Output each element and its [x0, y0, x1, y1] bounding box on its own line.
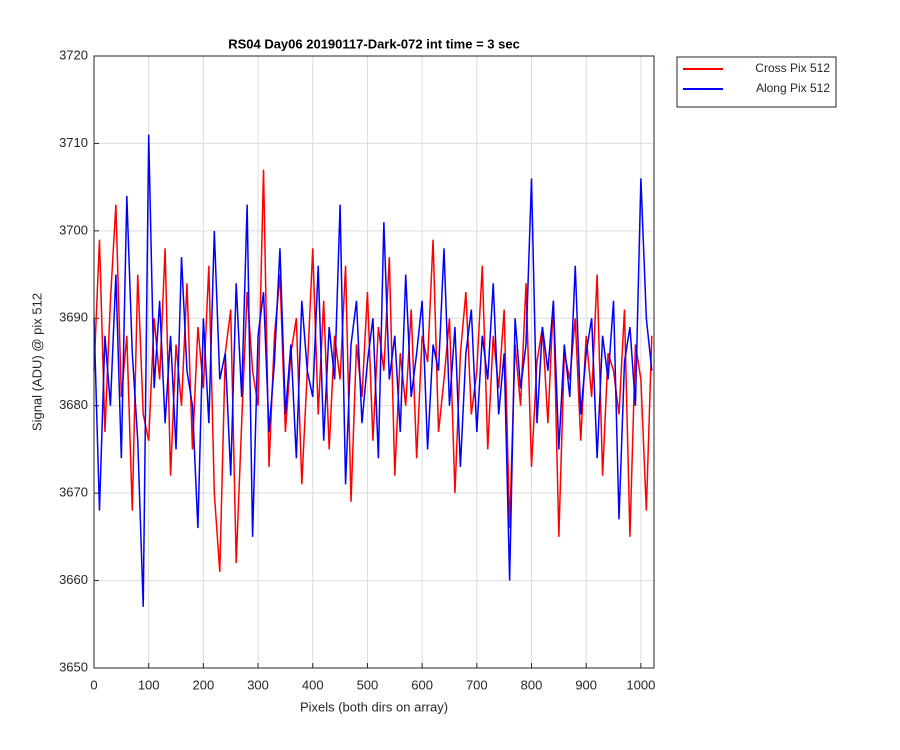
- y-tick-label: 3710: [59, 135, 88, 150]
- y-tick-label: 3700: [59, 222, 88, 237]
- y-tick-label: 3690: [59, 310, 88, 325]
- series-line: [93, 169, 653, 572]
- x-tick-label: 400: [302, 677, 324, 692]
- x-tick-label: 900: [575, 677, 597, 692]
- x-axis-label: Pixels (both dirs on array): [300, 699, 448, 714]
- x-tick-label: 100: [138, 677, 160, 692]
- legend-label: Along Pix 512: [756, 81, 830, 95]
- x-tick-label: 300: [247, 677, 269, 692]
- y-tick-label: 3670: [59, 485, 88, 500]
- y-axis-label: Signal (ADU) @ pix 512: [29, 293, 44, 431]
- chart-title: RS04 Day06 20190117-Dark-072 int time = …: [228, 36, 520, 51]
- x-tick-label: 600: [411, 677, 433, 692]
- y-tick-label: 3650: [59, 659, 88, 674]
- x-tick-label: 200: [193, 677, 215, 692]
- x-tick-label: 1000: [626, 677, 655, 692]
- x-tick-label: 500: [357, 677, 379, 692]
- y-tick-label: 3680: [59, 397, 88, 412]
- y-tick-label: 3660: [59, 572, 88, 587]
- x-tick-label: 800: [521, 677, 543, 692]
- plot-frame: [93, 55, 655, 669]
- legend-label: Cross Pix 512: [755, 61, 830, 75]
- x-tick-label: 700: [466, 677, 488, 692]
- legend-box: [676, 56, 837, 108]
- y-tick-label: 3720: [59, 47, 88, 62]
- series-line: [93, 134, 653, 607]
- x-tick-label: 0: [90, 677, 97, 692]
